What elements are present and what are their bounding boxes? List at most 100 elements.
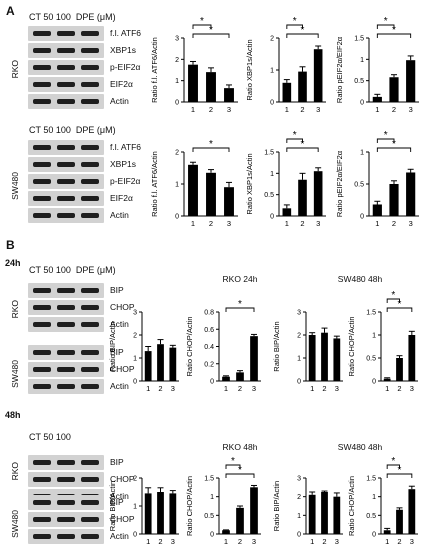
blot-strip <box>28 94 104 109</box>
chart-title-rko-24h: RKO 24h <box>222 274 258 284</box>
y-tick-label: 3 <box>297 476 301 483</box>
y-tick-label: 1 <box>133 356 137 363</box>
blot-row-label: CHOP <box>110 364 135 374</box>
x-tick-label: 2 <box>392 105 396 114</box>
bar <box>250 487 258 534</box>
y-tick-label: 1 <box>210 494 214 501</box>
significance-star: * <box>238 299 242 310</box>
blot-band <box>57 82 75 87</box>
blot-band <box>81 65 99 70</box>
bar <box>144 493 152 534</box>
time-label-24h: 24h <box>5 258 21 268</box>
blot-strip <box>28 317 104 332</box>
x-tick-label: 2 <box>158 384 162 393</box>
blot-band <box>57 196 75 201</box>
blot-strip <box>28 43 104 58</box>
y-axis-label: Ratio pEIF2α/EIF2α <box>335 150 344 217</box>
significance-bracket <box>225 473 255 478</box>
blot-band <box>81 384 99 389</box>
x-tick-label: 2 <box>209 105 213 114</box>
y-tick-label: 0.5 <box>354 78 364 85</box>
bar <box>298 179 307 216</box>
significance-bracket <box>386 307 413 312</box>
significance-bracket <box>386 473 413 478</box>
x-tick-label: 2 <box>300 219 304 228</box>
x-tick-label: 3 <box>335 537 339 546</box>
panel-letter-b: B <box>6 238 15 252</box>
y-tick-label: 0 <box>175 214 179 221</box>
y-axis-label: Ratio f.l. ATF6/Actin <box>150 151 159 217</box>
blot-band <box>81 517 99 522</box>
blot-row-label: Actin <box>110 210 129 220</box>
blot-band <box>33 196 51 201</box>
blot-strip <box>28 300 104 315</box>
bar <box>396 358 403 381</box>
y-tick-label: 3 <box>175 36 179 43</box>
blot-band <box>81 48 99 53</box>
y-tick-label: 1.5 <box>204 476 214 483</box>
panel-letter-a: A <box>6 4 15 18</box>
dpe-unit-label: DPE (μM) <box>75 265 116 275</box>
blot-band <box>33 213 51 218</box>
y-axis-label: Ratio CHOP/Actin <box>347 476 356 536</box>
significance-bracket <box>286 147 319 152</box>
significance-bracket <box>386 464 400 469</box>
significance-bracket <box>376 24 395 29</box>
blot-band <box>57 305 75 310</box>
significance-star: * <box>392 139 396 150</box>
conc-label: CT 50 100 <box>29 125 71 135</box>
y-tick-label: 2 <box>297 494 301 501</box>
y-tick-label: 1 <box>175 182 179 189</box>
x-tick-label: 2 <box>397 384 401 393</box>
bar <box>308 494 316 534</box>
blot-strip <box>28 60 104 75</box>
y-tick-label: 0 <box>210 379 214 386</box>
bar <box>250 336 258 381</box>
significance-star: * <box>398 299 402 310</box>
blot-band <box>81 196 99 201</box>
dpe-unit-label: DPE (μM) <box>75 12 116 22</box>
blot-row-label: Actin <box>110 381 129 391</box>
blot-band <box>33 350 51 355</box>
significance-star: * <box>301 139 305 150</box>
cell-label-rko-48h: RKO <box>10 462 20 481</box>
blot-band <box>81 179 99 184</box>
y-tick-label: 2 <box>297 333 301 340</box>
significance-star: * <box>209 25 213 36</box>
blot-band <box>33 367 51 372</box>
blot-band <box>57 517 75 522</box>
chart-title-rko-48h: RKO 48h <box>222 442 258 452</box>
bar <box>313 49 323 102</box>
x-tick-label: 1 <box>191 219 195 228</box>
y-tick-label: 0.2 <box>204 361 214 368</box>
significance-bracket <box>192 147 230 152</box>
blot-band <box>33 48 51 53</box>
blot-row-label: BIP <box>110 285 124 295</box>
bar <box>224 187 234 216</box>
x-tick-label: 2 <box>238 537 242 546</box>
x-tick-label: 1 <box>224 537 228 546</box>
blot-band <box>57 65 75 70</box>
blot-header-48h: CT 50 100 <box>29 432 71 442</box>
y-axis-label: Ratio XBP1s/Actin <box>245 153 254 214</box>
bar <box>406 60 416 102</box>
bar <box>408 335 416 381</box>
blot-strip <box>28 157 104 172</box>
significance-bracket <box>192 24 212 29</box>
blot-band <box>57 31 75 36</box>
y-tick-label: 3 <box>133 310 137 317</box>
blot-band <box>33 322 51 327</box>
y-tick-label: 0 <box>297 532 301 539</box>
cell-label-sw480-a: SW480 <box>10 172 20 200</box>
x-tick-label: 2 <box>322 537 326 546</box>
blot-band <box>33 500 51 505</box>
significance-bracket <box>386 298 400 303</box>
significance-star: * <box>391 290 395 301</box>
blot-strip <box>28 362 104 377</box>
x-tick-label: 1 <box>146 384 150 393</box>
blot-strip <box>28 379 104 394</box>
blot-band <box>33 162 51 167</box>
bar <box>333 496 341 534</box>
y-tick-label: 1 <box>270 171 274 178</box>
